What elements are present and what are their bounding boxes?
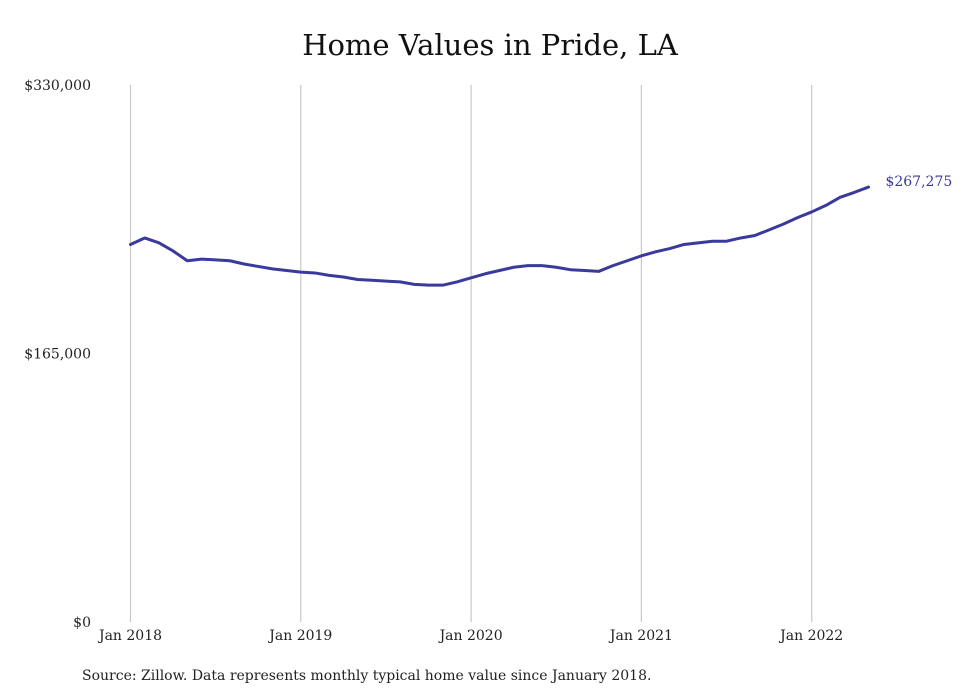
y-tick-label: $330,000: [24, 78, 91, 94]
axis-ticks: Jan 2018 Jan 2019 Jan 2020 Jan 2021 Jan 2022…: [24, 78, 843, 644]
last-value-label: $267,275: [885, 174, 952, 190]
y-tick-label: $0: [73, 615, 91, 631]
x-tick-label: Jan 2019: [267, 628, 332, 644]
x-tick-label: Jan 2021: [608, 628, 673, 644]
series-group: $267,275: [129, 174, 952, 287]
gridlines: [129, 85, 813, 622]
chart-title: Home Values in Pride, LA: [302, 28, 678, 62]
x-tick-label: Jan 2018: [97, 628, 162, 644]
y-tick-label: $165,000: [24, 347, 91, 363]
x-tick-label: Jan 2020: [438, 628, 503, 644]
x-tick-label: Jan 2022: [778, 628, 843, 644]
source-note: Source: Zillow. Data represents monthly …: [82, 668, 652, 684]
series-line: [129, 185, 870, 287]
